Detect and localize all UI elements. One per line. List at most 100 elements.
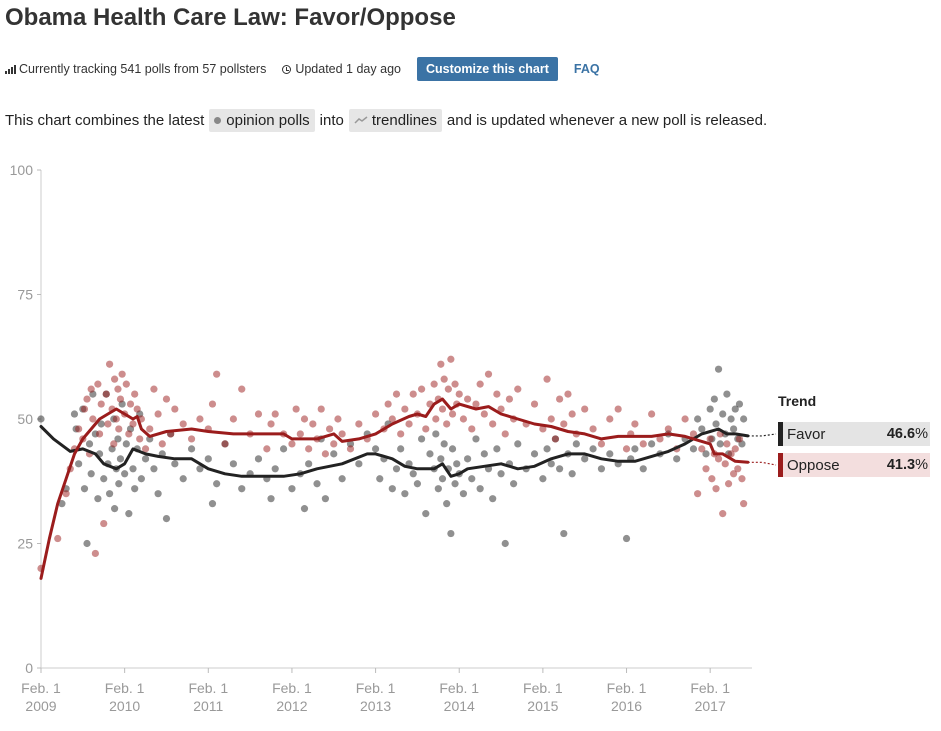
x-tick-label-month: Feb. 1: [607, 680, 647, 696]
legend-oppose[interactable]: Oppose 41.3%: [778, 453, 930, 477]
favor-poll-point: [710, 395, 718, 403]
oppose-poll-point: [317, 405, 325, 413]
oppose-poll-point: [125, 430, 133, 438]
favor-poll-point: [80, 485, 89, 493]
oppose-poll-point: [447, 355, 455, 363]
favor-poll-point: [556, 465, 564, 473]
favor-poll-point: [497, 470, 505, 478]
oppose-poll-point: [493, 390, 501, 398]
favor-trendline: [39, 425, 750, 478]
legend-favor[interactable]: Favor 46.6%: [778, 422, 930, 446]
trendlines-chip[interactable]: trendlines: [348, 108, 442, 132]
oppose-poll-point: [464, 395, 472, 403]
favor-poll-point: [589, 445, 597, 453]
favor-poll-point: [453, 460, 461, 468]
oppose-poll-point: [158, 440, 166, 448]
oppose-poll-point: [388, 415, 396, 423]
oppose-poll-point: [724, 480, 733, 488]
oppose-poll-point: [89, 415, 97, 423]
oppose-poll-point: [104, 420, 112, 428]
favor-poll-point: [204, 455, 212, 463]
trendlines-label: trendlines: [371, 111, 437, 129]
oppose-poll-point: [187, 435, 196, 443]
oppose-poll-point: [271, 410, 279, 418]
oppose-poll-point: [568, 410, 576, 418]
x-tick-label-year: 2017: [695, 698, 726, 714]
oppose-poll-point: [238, 385, 246, 393]
x-tick-label-month: Feb. 1: [105, 680, 145, 696]
oppose-poll-point: [221, 440, 229, 448]
oppose-poll-point: [292, 405, 300, 413]
oppose-poll-point: [112, 415, 120, 423]
favor-poll-point: [568, 470, 576, 478]
oppose-poll-point: [547, 415, 555, 423]
oppose-poll-point: [94, 380, 102, 388]
favor-poll-point: [37, 415, 45, 423]
customize-chart-button[interactable]: Customize this chart: [416, 57, 558, 81]
oppose-poll-point: [116, 395, 125, 403]
oppose-poll-point: [432, 415, 440, 423]
oppose-poll-point: [706, 435, 714, 443]
oppose-poll-point: [734, 465, 742, 473]
oppose-poll-point: [141, 445, 150, 453]
favor-poll-point: [539, 475, 547, 483]
x-tick-label-year: 2012: [276, 698, 307, 714]
favor-poll-point: [114, 435, 122, 443]
favor-poll-point: [694, 415, 702, 423]
favor-poll-point: [100, 475, 108, 483]
x-tick-label-month: Feb. 1: [272, 680, 312, 696]
favor-poll-point: [305, 460, 313, 468]
oppose-poll-point: [401, 405, 409, 413]
oppose-poll-point: [114, 385, 122, 393]
favor-poll-point: [338, 475, 346, 483]
oppose-poll-point: [721, 460, 729, 468]
oppose-poll-point: [681, 415, 689, 423]
oppose-poll-point: [648, 410, 656, 418]
oppose-poll-point: [122, 380, 130, 388]
oppose-poll-point: [543, 375, 551, 383]
oppose-poll-point: [102, 390, 110, 398]
oppose-poll-point: [689, 430, 698, 438]
favor-poll-point: [150, 465, 158, 473]
favor-poll-point: [673, 455, 681, 463]
oppose-poll-point: [75, 425, 83, 433]
oppose-label: Oppose: [787, 456, 840, 474]
oppose-poll-point: [497, 405, 505, 413]
oppose-poll-point: [468, 425, 476, 433]
oppose-poll-point: [397, 430, 405, 438]
favor-poll-point: [735, 400, 744, 408]
favor-poll-point: [740, 415, 748, 423]
opinion-polls-chip[interactable]: opinion polls: [209, 108, 315, 132]
oppose-poll-point: [443, 420, 451, 428]
favor-poll-point: [448, 445, 457, 453]
favor-poll-point: [300, 505, 309, 513]
favor-poll-point: [702, 450, 710, 458]
oppose-poll-point: [476, 380, 484, 388]
x-tick-label-month: Feb. 1: [523, 680, 563, 696]
favor-poll-point: [229, 460, 237, 468]
oppose-poll-point: [171, 405, 179, 413]
favor-poll-point: [706, 405, 714, 413]
favor-poll-point: [648, 440, 656, 448]
favor-poll-point: [94, 495, 102, 503]
favor-poll-point: [83, 539, 91, 548]
faq-link[interactable]: FAQ: [573, 62, 600, 76]
favor-poll-point: [716, 440, 724, 448]
oppose-poll-point: [334, 415, 342, 423]
oppose-poll-point: [614, 405, 622, 413]
favor-poll-point: [116, 455, 125, 463]
oppose-poll-point: [146, 425, 154, 433]
oppose-poll-point: [719, 510, 727, 518]
favor-poll-point: [597, 465, 606, 473]
favor-poll-point: [196, 465, 204, 473]
oppose-poll-point: [296, 430, 304, 438]
favor-legend-connector: [747, 433, 777, 437]
x-tick-label-year: 2013: [360, 698, 391, 714]
favor-poll-point: [572, 440, 580, 448]
favor-poll-point: [480, 450, 488, 458]
oppose-poll-point: [154, 410, 162, 418]
clock-icon: [282, 64, 292, 74]
favor-poll-point: [489, 495, 497, 503]
favor-poll-point: [267, 495, 275, 503]
oppose-trendline: [39, 397, 750, 580]
